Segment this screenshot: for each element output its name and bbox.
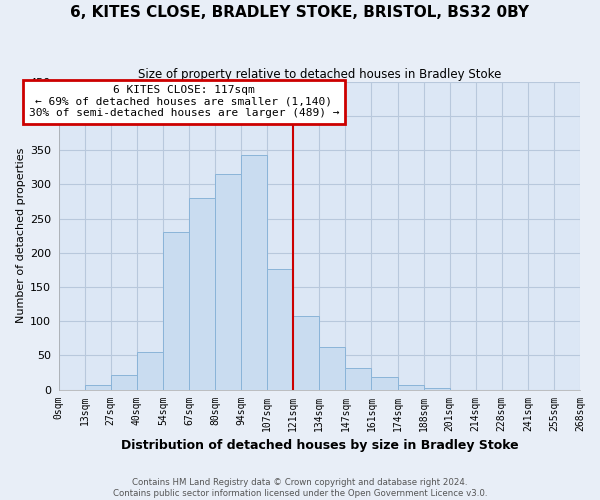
Bar	[189, 198, 215, 390]
Bar	[371, 376, 398, 390]
Bar	[241, 155, 267, 390]
Bar	[293, 316, 319, 390]
Y-axis label: Number of detached properties: Number of detached properties	[16, 148, 26, 324]
Text: 6 KITES CLOSE: 117sqm
← 69% of detached houses are smaller (1,140)
30% of semi-d: 6 KITES CLOSE: 117sqm ← 69% of detached …	[29, 85, 339, 118]
Bar	[137, 352, 163, 390]
Bar	[319, 346, 346, 390]
Text: 6, KITES CLOSE, BRADLEY STOKE, BRISTOL, BS32 0BY: 6, KITES CLOSE, BRADLEY STOKE, BRISTOL, …	[71, 5, 530, 20]
Bar	[163, 232, 189, 390]
Bar	[398, 385, 424, 390]
Bar	[346, 368, 371, 390]
Bar	[111, 374, 137, 390]
Title: Size of property relative to detached houses in Bradley Stoke: Size of property relative to detached ho…	[137, 68, 501, 80]
Text: Contains HM Land Registry data © Crown copyright and database right 2024.
Contai: Contains HM Land Registry data © Crown c…	[113, 478, 487, 498]
Bar	[424, 388, 449, 390]
Bar	[267, 268, 293, 390]
Bar	[85, 385, 111, 390]
X-axis label: Distribution of detached houses by size in Bradley Stoke: Distribution of detached houses by size …	[121, 440, 518, 452]
Bar	[215, 174, 241, 390]
